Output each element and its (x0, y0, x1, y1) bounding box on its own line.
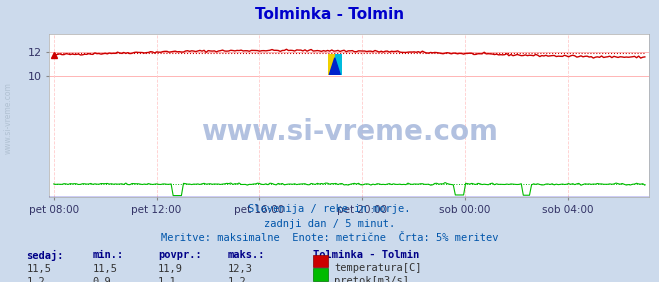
Polygon shape (335, 54, 342, 75)
Text: 11,9: 11,9 (158, 264, 183, 274)
Text: 1,2: 1,2 (227, 277, 246, 282)
Polygon shape (328, 54, 335, 75)
Text: 11,5: 11,5 (26, 264, 51, 274)
Text: sedaj:: sedaj: (26, 250, 64, 261)
Text: www.si-vreme.com: www.si-vreme.com (201, 118, 498, 146)
Text: Tolminka - Tolmin: Tolminka - Tolmin (255, 7, 404, 22)
Text: zadnji dan / 5 minut.: zadnji dan / 5 minut. (264, 219, 395, 228)
Text: min.:: min.: (92, 250, 123, 259)
Text: 12,3: 12,3 (227, 264, 252, 274)
Text: pretok[m3/s]: pretok[m3/s] (334, 276, 409, 282)
Text: www.si-vreme.com: www.si-vreme.com (3, 83, 13, 154)
Text: 0,9: 0,9 (92, 277, 111, 282)
Text: maks.:: maks.: (227, 250, 265, 259)
Text: Meritve: maksimalne  Enote: metrične  Črta: 5% meritev: Meritve: maksimalne Enote: metrične Črta… (161, 233, 498, 243)
Text: 1,2: 1,2 (26, 277, 45, 282)
Text: 11,5: 11,5 (92, 264, 117, 274)
Text: povpr.:: povpr.: (158, 250, 202, 259)
Text: Slovenija / reke in morje.: Slovenija / reke in morje. (248, 204, 411, 214)
Text: 1,1: 1,1 (158, 277, 177, 282)
Polygon shape (330, 58, 340, 75)
Text: temperatura[C]: temperatura[C] (334, 263, 422, 273)
Text: Tolminka - Tolmin: Tolminka - Tolmin (313, 250, 419, 259)
